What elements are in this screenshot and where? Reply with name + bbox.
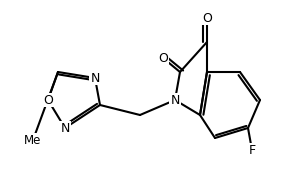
Text: O: O <box>43 94 53 106</box>
Text: N: N <box>60 122 70 135</box>
Text: F: F <box>248 143 256 156</box>
Text: N: N <box>170 94 180 106</box>
Text: O: O <box>202 12 212 25</box>
Text: O: O <box>158 51 168 64</box>
Text: N: N <box>90 71 100 84</box>
Text: Me: Me <box>24 133 42 146</box>
